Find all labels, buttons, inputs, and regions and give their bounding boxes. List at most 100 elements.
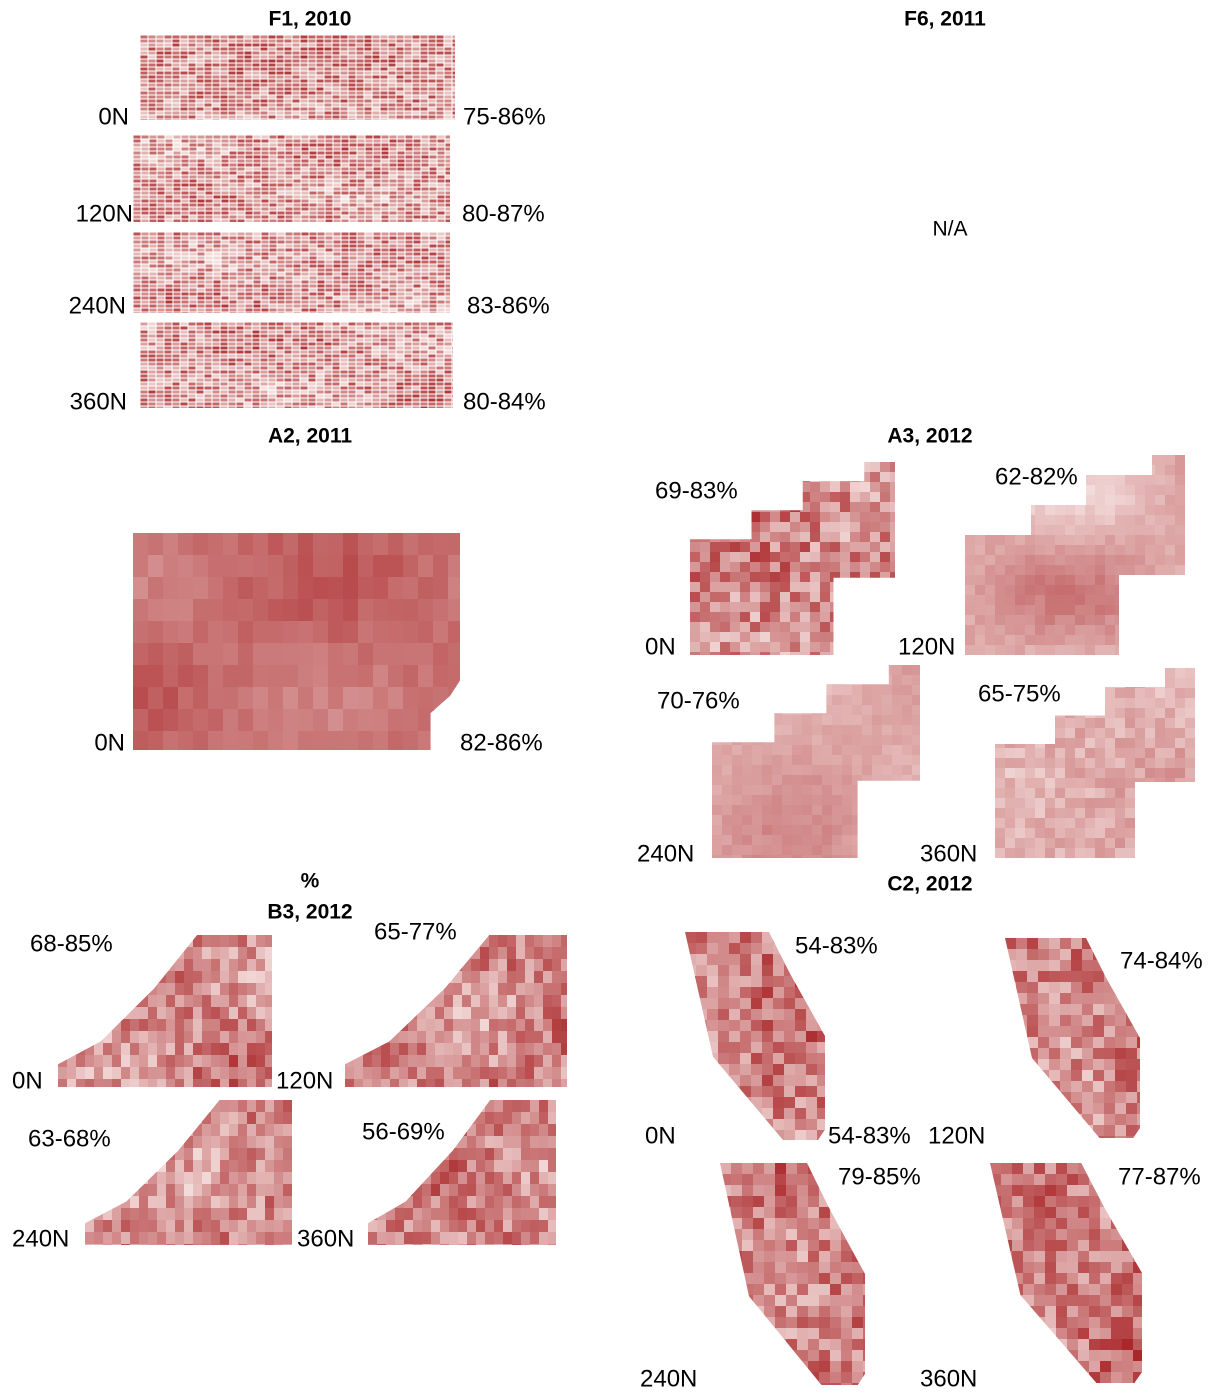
map-cell	[852, 765, 863, 776]
map-cell	[1165, 455, 1176, 466]
map-cell	[975, 575, 986, 586]
map-cell	[433, 643, 449, 666]
map-cell	[742, 795, 753, 806]
map-cell	[740, 562, 751, 573]
map-cell	[722, 665, 733, 676]
map-cell	[1105, 525, 1116, 536]
map-cell	[1025, 585, 1036, 596]
map-cell	[700, 522, 711, 533]
map-cell	[832, 715, 843, 726]
map-cell	[870, 632, 881, 643]
map-cell	[343, 599, 359, 622]
map-cell	[227, 118, 237, 120]
map-cell	[830, 472, 841, 483]
map-cell	[1135, 575, 1146, 586]
map-label: 0N	[94, 729, 125, 756]
map-cell	[780, 512, 791, 523]
map-cell	[419, 118, 429, 120]
map-cell	[418, 599, 434, 622]
map-cell	[1035, 525, 1046, 536]
map-cell	[712, 775, 723, 786]
map-cell	[822, 725, 833, 736]
map-cell	[822, 755, 833, 766]
map-cell	[912, 735, 920, 746]
map-cell	[732, 665, 743, 676]
map-cell	[156, 218, 166, 222]
map-cell	[1055, 615, 1066, 626]
map-cell	[193, 577, 209, 600]
map-cell	[985, 585, 996, 596]
map-cell	[1105, 545, 1116, 556]
map-cell	[995, 495, 1006, 506]
map-cell	[1025, 495, 1036, 506]
map-cell	[772, 735, 783, 746]
map-cell	[1105, 465, 1116, 476]
map-cell	[283, 599, 299, 622]
map-cell	[862, 835, 873, 846]
map-cell	[1105, 475, 1116, 486]
map-cell	[720, 632, 731, 643]
map-cell	[892, 675, 903, 686]
map-cell	[965, 565, 976, 576]
map-cell	[307, 405, 317, 408]
map-cell	[842, 765, 853, 776]
map-cell	[760, 472, 771, 483]
map-cell	[860, 552, 871, 563]
map-cell	[1105, 535, 1116, 546]
map-cell	[690, 542, 701, 553]
map-cell	[1045, 585, 1056, 596]
map-cell	[760, 602, 771, 613]
map-cell	[284, 311, 294, 313]
map-cell	[912, 725, 920, 736]
map-cell	[388, 621, 404, 644]
map-cell	[451, 98, 455, 104]
map-label: 69-83%	[655, 477, 738, 504]
map-cell	[1075, 535, 1086, 546]
map-cell	[712, 715, 723, 726]
map-cell	[852, 735, 863, 746]
map-cell	[902, 815, 913, 826]
map-cell	[372, 218, 382, 222]
map-cell	[760, 522, 771, 533]
map-cell	[872, 825, 883, 836]
map-cell	[790, 552, 801, 563]
map-cell	[451, 349, 453, 355]
map-cell	[870, 582, 881, 593]
map-cell	[812, 755, 823, 766]
map-cell	[1025, 505, 1036, 516]
map-cell	[292, 311, 302, 313]
map-cell	[852, 715, 863, 726]
map-cell	[1085, 625, 1096, 636]
map-cell	[722, 735, 733, 746]
map-cell	[710, 582, 721, 593]
map-cell	[690, 632, 701, 643]
map-cell	[912, 715, 920, 726]
map-cell	[872, 715, 883, 726]
map-cell	[1005, 615, 1016, 626]
map-cell	[428, 218, 438, 222]
map-cell	[780, 492, 791, 503]
map-cell	[163, 643, 179, 666]
map-cell	[1165, 505, 1176, 516]
map-cell	[1015, 575, 1026, 586]
map-cell	[852, 755, 863, 766]
map-cell	[451, 35, 455, 40]
map-cell	[238, 555, 254, 578]
map-cell	[444, 218, 450, 222]
map-cell	[1015, 545, 1026, 556]
map-cell	[420, 311, 430, 313]
map-cell	[802, 765, 813, 776]
map-cell	[355, 405, 365, 408]
map-cell	[872, 805, 883, 816]
map-cell	[187, 405, 197, 408]
map-cell	[710, 612, 721, 623]
map-cell	[268, 665, 284, 688]
map-cell	[1135, 635, 1146, 646]
map-cell	[1165, 475, 1176, 486]
map-cell	[780, 622, 791, 633]
map-cell	[965, 465, 976, 476]
map-cell	[1045, 555, 1056, 566]
map-cell	[448, 687, 460, 710]
map-cell	[355, 118, 365, 120]
map-cell	[347, 118, 357, 120]
